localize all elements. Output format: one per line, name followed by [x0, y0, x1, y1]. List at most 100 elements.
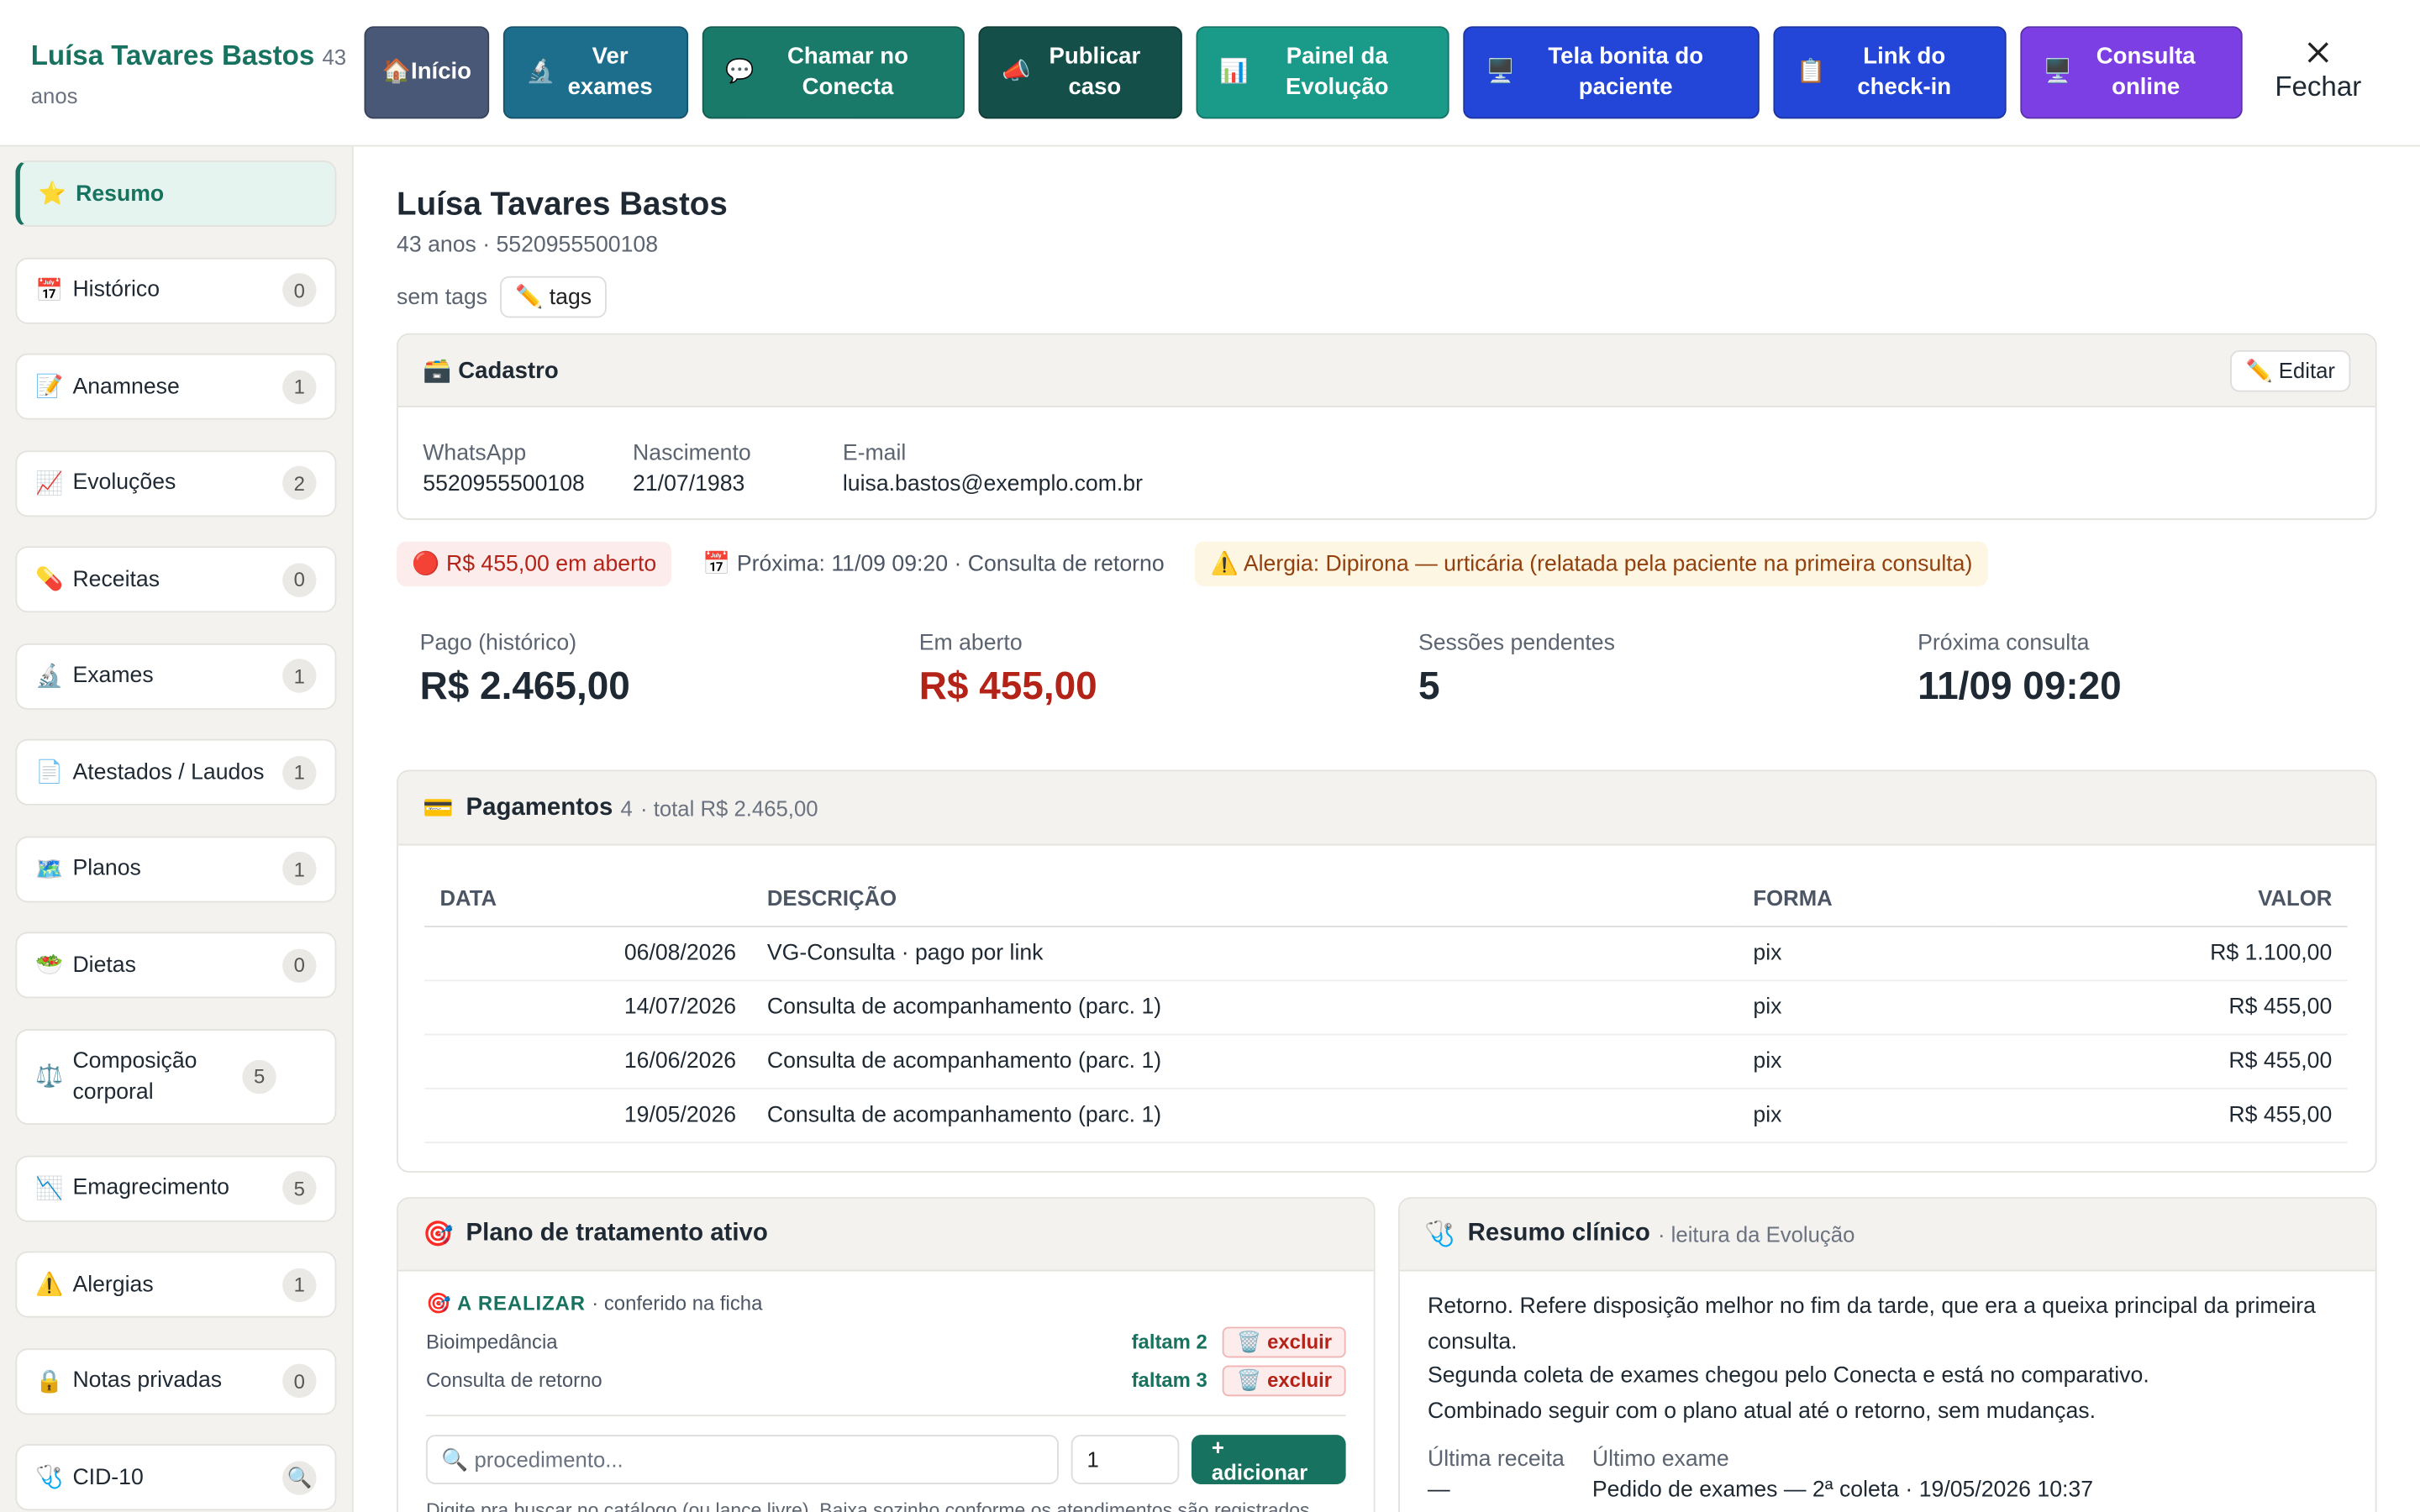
nav-item[interactable]: ⚠️ Alergias 1 [15, 1251, 337, 1318]
plan-card: 🎯 Plano de tratamento ativo 🎯 A REALIZAR · c… [397, 1197, 1376, 1512]
nav-item[interactable]: 📅 Histórico 0 [15, 256, 337, 323]
payments-card: 💳 Pagamentos 4 · total R$ 2.465,00 DATA DESCR… [397, 769, 2377, 1173]
field-label: WhatsApp [423, 441, 527, 466]
delete-button[interactable]: 🗑️ excluir [1223, 1364, 1346, 1396]
field-value: luisa.bastos@exemplo.com.br [842, 472, 1144, 497]
close-button[interactable]: Fechar [2269, 37, 2368, 103]
patient-name: Luísa Tavares Bastos 43 anos [31, 37, 355, 114]
label: Receitas [72, 567, 160, 592]
count: 0 [282, 948, 317, 983]
nav-item[interactable]: 🗺️ Planos 1 [15, 835, 337, 902]
item-name: Consulta de retorno [425, 1368, 602, 1392]
icon: 🏠 [381, 58, 412, 86]
count: 1 [282, 369, 317, 404]
icon: 📅 [35, 278, 64, 303]
sidebar: ⭐ Resumo 📅 Histórico 0 📝 Anamnese 1 📈 Evoluções 2 💊… [0, 146, 354, 1512]
cadastro-card: 🗃️ Cadastro ✏️ Editar WhatsApp 552095550010… [397, 333, 2377, 520]
nav-item[interactable]: 📈 Evoluções 2 [15, 449, 337, 517]
action-button[interactable]: 📊 Painel da Evolução [1196, 26, 1449, 119]
icon: 📄 [35, 760, 64, 785]
add-button[interactable]: + adicionar [1192, 1435, 1346, 1484]
action-button[interactable]: 🏠 Início [364, 26, 490, 119]
nav-item[interactable]: 🩺 CID-10 🔍 [15, 1444, 337, 1511]
nav-item[interactable]: 🔒 Notas privadas 0 [15, 1347, 337, 1415]
total: · total R$ 2.465,00 [639, 795, 818, 821]
label: Exames [72, 663, 154, 689]
label: Consulta online [2096, 43, 2196, 101]
stat-value: R$ 2.465,00 [419, 664, 630, 709]
icon: 📝 [35, 375, 64, 400]
close-icon [2307, 42, 2328, 63]
action-button[interactable]: 📣 Publicar caso [978, 26, 1182, 119]
label: Alergias [72, 1272, 154, 1297]
nav-item[interactable]: ⭐ Resumo [15, 160, 337, 228]
meta-label: Última receita [1427, 1446, 1565, 1473]
quantity-input[interactable]: 1 [1071, 1435, 1180, 1484]
nav-item[interactable]: ⚖️ Composição corporal 5 [15, 1028, 337, 1125]
icon: 🖥️ [2043, 58, 2073, 86]
cell: Consulta de acompanhamento (parc. 1) [751, 1034, 1739, 1089]
stat-value: 11/09 09:20 [1918, 664, 2122, 709]
field: WhatsApp 5520955500108 [423, 441, 592, 496]
delete-button[interactable]: 🗑️ excluir [1223, 1326, 1346, 1357]
cell: pix [1738, 980, 1993, 1036]
hint: Digite pra buscar no catálogo (ou lance … [425, 1499, 1315, 1512]
meta: Última receita — Último exame Pedido de exa… [1400, 1429, 2375, 1512]
nav-item[interactable]: 🥗 Dietas 0 [15, 932, 337, 999]
card-title: 🗃️ Cadastro [423, 358, 559, 385]
label: Composição corporal [72, 1048, 197, 1105]
field: Nascimento 21/07/1983 [633, 441, 802, 496]
icon: 📉 [35, 1176, 64, 1201]
row: 14/07/2026 Consulta de acompanhamento (pa… [424, 980, 2348, 1036]
action-button[interactable]: 🔬 Ver exames [502, 26, 689, 119]
nav-item[interactable]: 📄 Atestados / Laudos 1 [15, 738, 337, 806]
field: E-mail luisa.bastos@exemplo.com.br [843, 441, 1143, 496]
action-button[interactable]: 🖥️ Tela bonita do paciente [1463, 26, 1760, 119]
input-row: 🔍 procedimento... 1 + adicionar [425, 1415, 1346, 1484]
remaining: faltam 3 [1131, 1368, 1207, 1392]
label: Dietas [72, 953, 136, 978]
cell: R$ 455,00 [1992, 980, 2348, 1036]
edit-button[interactable]: ✏️ Editar [2230, 349, 2351, 391]
action-button[interactable]: 🖥️ Consulta online [2020, 26, 2243, 119]
status: A REALIZAR [457, 1291, 586, 1315]
fields: WhatsApp 5520955500108 Nascimento 21/07/198… [398, 407, 2375, 518]
label: CID-10 [72, 1464, 144, 1490]
column-header: FORMA [1738, 869, 1993, 927]
count: 🔍 [282, 1460, 317, 1494]
card-title: Plano de tratamento ativo [466, 1220, 768, 1247]
paragraph: Segunda coleta de exames chegou pelo Con… [1427, 1363, 2149, 1389]
nav-item[interactable]: 💊 Receitas 0 [15, 546, 337, 613]
stat-label: Pago (histórico) [419, 631, 577, 656]
label: Início [411, 58, 472, 86]
procedure-input[interactable]: 🔍 procedimento... [425, 1435, 1060, 1484]
nav-item[interactable]: 📝 Anamnese 1 [15, 353, 337, 420]
stat: Próxima consulta 11/09 09:20 [1918, 631, 2122, 710]
nav-item[interactable]: 📉 Emagrecimento 5 [15, 1154, 337, 1221]
label: Anamnese [72, 374, 180, 399]
cell: pix [1738, 1088, 1993, 1144]
row: 19/05/2026 Consulta de acompanhamento (pa… [424, 1088, 2348, 1144]
stat: Sessões pendentes 5 [1418, 631, 1615, 710]
cell: Consulta de acompanhamento (parc. 1) [751, 1088, 1739, 1144]
column-header: DATA [424, 869, 752, 927]
action-button[interactable]: 💬 Chamar no Conecta [702, 26, 965, 119]
summary-text: Retorno. Refere disposição melhor no fim… [1400, 1271, 2375, 1428]
plan-item: Bioimpedância faltam 2 🗑️ excluir [426, 1322, 1346, 1361]
age: 43 anos [30, 45, 347, 108]
field-label: E-mail [842, 441, 907, 466]
meta-value: — [1427, 1478, 1450, 1503]
meta-label: Último exame [1591, 1446, 1729, 1473]
tags-button[interactable]: ✏️ tags [499, 276, 608, 318]
cell: 16/06/2026 [424, 1034, 752, 1089]
count: 5 [242, 1058, 276, 1094]
nav-item[interactable]: 🔬 Exames 1 [15, 643, 337, 709]
label: Emagrecimento [72, 1175, 229, 1200]
icon: 💬 [725, 58, 755, 86]
cell: VG-Consulta · pago por link [751, 926, 1739, 982]
action-button[interactable]: 📋 Link do check-in [1773, 26, 2007, 119]
cell: pix [1738, 1034, 1993, 1089]
close-label: Fechar [2275, 71, 2362, 102]
icon: 🔒 [35, 1369, 64, 1394]
stat-value: R$ 455,00 [918, 664, 1097, 709]
